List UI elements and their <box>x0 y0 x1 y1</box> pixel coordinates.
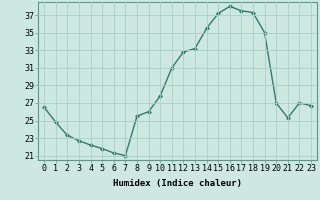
X-axis label: Humidex (Indice chaleur): Humidex (Indice chaleur) <box>113 179 242 188</box>
